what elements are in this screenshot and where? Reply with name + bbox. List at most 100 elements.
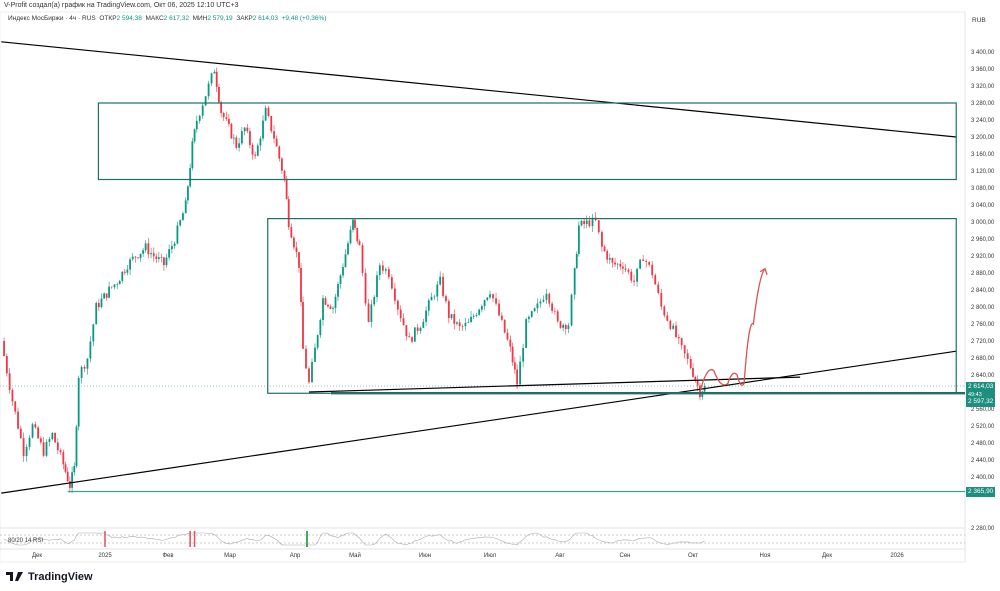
candle-body <box>503 319 506 333</box>
candle-body <box>69 481 71 488</box>
candle-body <box>137 257 139 259</box>
currency-label: RUB <box>972 17 986 24</box>
time-tick-label: Ноя <box>760 553 771 559</box>
candle-body <box>176 225 179 244</box>
price-tick-label: 2 760,00 <box>971 322 995 328</box>
candle-body <box>97 302 100 308</box>
candle-body <box>31 424 34 438</box>
candle-body <box>83 366 86 369</box>
candle-body <box>458 322 461 327</box>
candle-body <box>246 127 249 132</box>
symbol-name[interactable]: Индекс МосБиржи · 4ч · RUS <box>8 15 96 22</box>
candle-body <box>337 283 339 297</box>
candle-body <box>225 117 228 119</box>
candle-body <box>580 220 583 226</box>
candle-body <box>173 243 176 246</box>
time-tick-label: 2026 <box>890 553 904 559</box>
time-tick-label: Дек <box>32 553 42 559</box>
candle-body <box>472 315 475 317</box>
candle-body <box>207 83 210 97</box>
candle-body <box>545 293 548 300</box>
candle-body <box>232 137 235 139</box>
projection-arrow <box>699 268 766 393</box>
candle-body <box>588 220 591 227</box>
candle-body <box>152 253 155 257</box>
level-label-2597: 2 597,32 <box>966 397 996 407</box>
candle-body <box>300 267 302 302</box>
candle-body <box>238 143 240 148</box>
candle-body <box>606 251 609 260</box>
candle-body <box>387 269 390 278</box>
price-tick-label: 3 000,00 <box>971 220 995 226</box>
candle-body <box>619 263 622 267</box>
candle-body <box>308 368 310 383</box>
candle-body <box>165 257 168 266</box>
candle-body <box>573 268 576 295</box>
candle-body <box>456 322 458 324</box>
candle-body <box>73 465 76 473</box>
candle-body <box>358 241 361 246</box>
candle-body <box>155 256 158 259</box>
candle-body <box>542 299 545 302</box>
time-tick-label: 2025 <box>98 553 112 559</box>
tradingview-logo[interactable]: TradingView <box>6 571 93 583</box>
candle-body <box>28 437 31 447</box>
candle-body <box>411 337 413 342</box>
candle-body <box>381 265 384 271</box>
candle-body <box>75 426 78 466</box>
candle-body <box>364 273 367 304</box>
candle-body <box>19 428 22 439</box>
candle-body <box>498 303 500 316</box>
candle-body <box>453 314 456 324</box>
candle-body <box>648 261 651 265</box>
price-tick-label: 2 840,00 <box>971 288 995 294</box>
candle-body <box>475 314 478 316</box>
candle-body <box>116 284 119 285</box>
candle-body <box>461 326 464 327</box>
time-tick-label: Май <box>349 552 361 559</box>
candle-body <box>48 439 51 442</box>
candle-body <box>630 271 633 281</box>
candle-body <box>352 219 354 230</box>
candle-body <box>302 301 304 349</box>
candle-body <box>189 168 192 187</box>
candle-body <box>370 304 373 322</box>
candle-body <box>129 259 131 270</box>
candle-body <box>666 315 669 321</box>
candle-body <box>694 376 697 381</box>
high-label: МАКС <box>145 15 164 22</box>
candle-body <box>513 362 516 370</box>
candle-body <box>39 438 42 443</box>
close-label: ЗАКР <box>236 15 253 22</box>
candle-body <box>519 361 522 385</box>
open-label: ОТКР <box>99 15 117 22</box>
trendline <box>1 350 957 494</box>
candle-body <box>293 237 295 248</box>
candle-body <box>405 325 408 337</box>
candle-body <box>195 120 198 130</box>
candle-body <box>528 316 530 320</box>
candle-body <box>597 220 600 233</box>
candle-body <box>103 293 106 299</box>
candle-body <box>118 280 121 285</box>
candle-body <box>591 217 594 227</box>
candle-body <box>680 338 683 346</box>
candle-body <box>601 232 603 247</box>
candle-body <box>45 441 48 456</box>
candle-body <box>42 442 45 456</box>
candle-body <box>295 247 298 253</box>
candle-body <box>179 220 182 226</box>
price-tick-label: 3 200,00 <box>971 135 995 141</box>
candle-body <box>157 257 160 259</box>
candle-body <box>126 269 129 273</box>
candle-body <box>397 300 399 310</box>
candle-body <box>445 296 447 302</box>
candle-body <box>270 116 273 132</box>
candle-body <box>86 358 89 369</box>
candle-body <box>425 310 427 322</box>
candle-body <box>536 303 539 309</box>
candle-body <box>509 339 512 347</box>
candle-body <box>142 250 145 254</box>
candle-body <box>436 284 439 297</box>
